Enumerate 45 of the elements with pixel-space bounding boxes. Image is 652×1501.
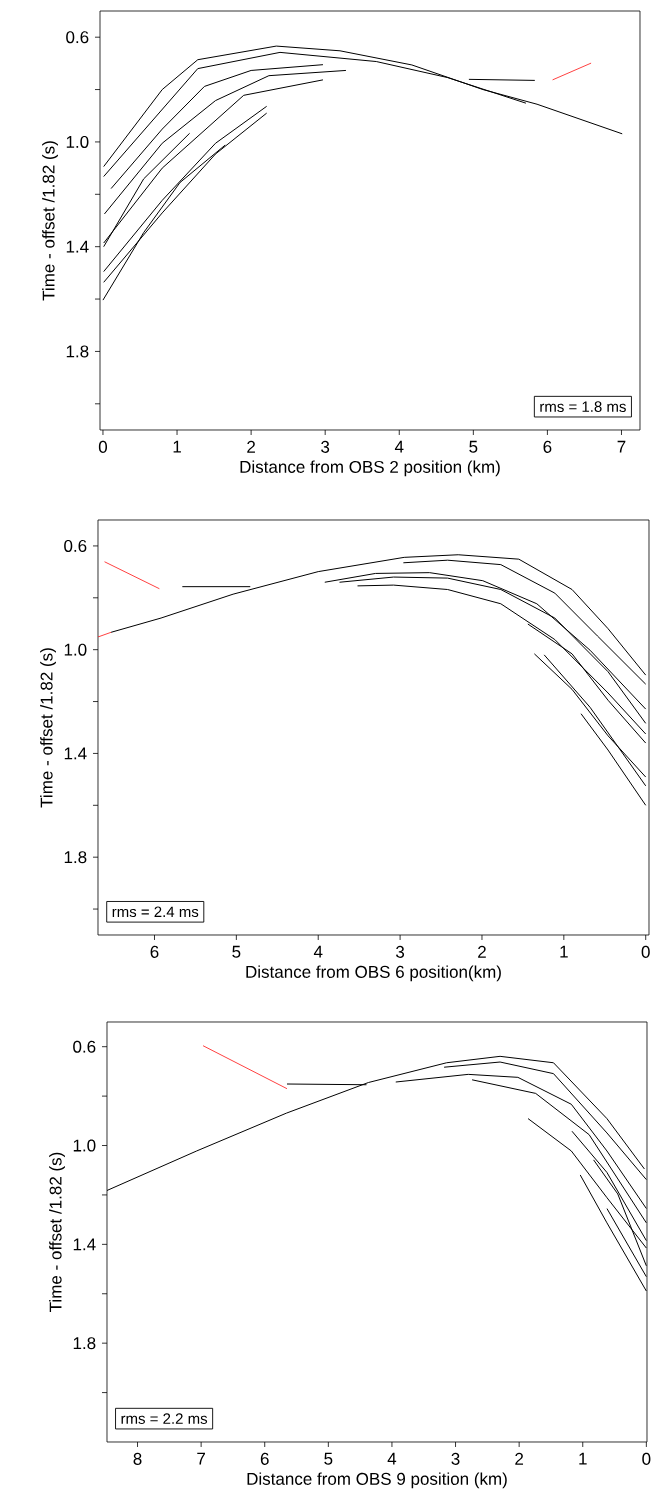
y-tick-label: 1.0 [73,1139,96,1152]
y-tick-label: 1.4 [73,1238,96,1251]
x-tick-label: 2 [247,440,255,453]
x-tick-label: 3 [321,440,330,453]
x-tick-label: 7 [197,1452,205,1465]
x-tick-label: 4 [387,1452,397,1465]
y-tick-label: 1.0 [66,135,89,148]
x-tick-label: 4 [394,440,404,453]
x-tick-label: 8 [133,1452,142,1465]
y-axis-title: Time - offset /1.82 (s) [40,648,56,808]
y-tick-label: 0.6 [66,31,89,44]
x-tick-label: 0 [642,1452,651,1465]
y-axis-title: Time - offset /1.82 (s) [42,141,58,301]
x-tick-label: 1 [579,1452,587,1465]
x-axis-title: Distance from OBS 6 position(km) [246,965,501,982]
y-tick-label: 1.0 [64,643,87,656]
y-axis-title: Time - offset /1.82 (s) [49,1152,65,1312]
y-tick-label: 1.8 [73,1337,96,1350]
x-tick-label: 7 [617,440,626,453]
x-tick-label: 1 [173,440,181,453]
annotation: rms = 2.4 ms [112,906,199,918]
x-tick-label: 5 [469,440,478,453]
annotation: rms = 2.2 ms [121,1413,208,1424]
y-tick-label: 1.8 [64,851,87,864]
x-tick-label: 5 [232,945,241,958]
x-tick-label: 5 [324,1452,333,1465]
y-tick-label: 0.6 [73,1040,96,1053]
x-tick-label: 1 [560,945,568,958]
x-tick-label: 6 [150,945,159,958]
x-tick-label: 6 [260,1452,269,1465]
x-tick-label: 6 [543,440,552,453]
y-tick-label: 1.4 [66,240,89,253]
x-tick-label: 3 [396,945,405,958]
y-tick-label: 1.8 [66,345,89,358]
y-tick-label: 0.6 [64,539,87,552]
y-tick-label: 1.4 [64,747,87,760]
x-tick-label: 4 [313,945,323,958]
x-tick-label: 0 [641,945,650,958]
x-tick-label: 2 [478,945,486,958]
x-tick-label: 3 [451,1452,460,1465]
x-tick-label: 0 [98,440,108,453]
annotation: rms = 1.8 ms [540,401,626,412]
x-axis-title: Distance from OBS 9 position (km) [247,1472,507,1489]
x-tick-label: 2 [515,1452,524,1465]
x-axis-title: Distance from OBS 2 position (km) [240,460,500,477]
